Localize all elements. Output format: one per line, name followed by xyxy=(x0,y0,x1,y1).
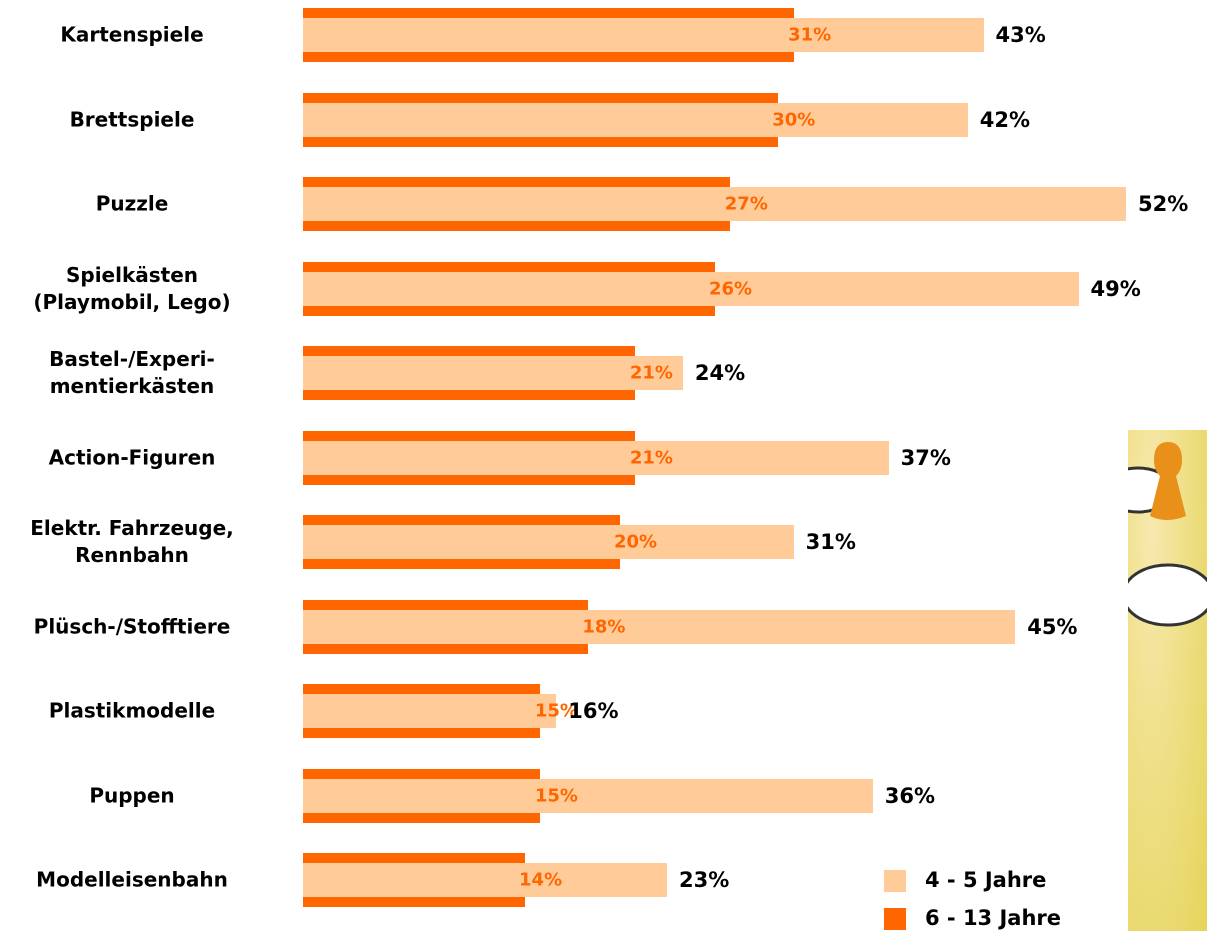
value-label: 21% xyxy=(629,362,673,384)
value-label: 45% xyxy=(1027,614,1078,639)
value-label: 23% xyxy=(679,868,730,892)
category-label: Puppen xyxy=(89,783,175,807)
value-label: 43% xyxy=(995,23,1046,47)
category-label: Plastikmodelle xyxy=(48,698,216,723)
value-label: 30% xyxy=(772,109,816,130)
category-label: Action-Figuren xyxy=(48,445,216,469)
category-label: Spielkästen (Playmobil, Lego) xyxy=(33,262,231,314)
bar xyxy=(303,271,1079,306)
bar xyxy=(303,440,889,475)
decorative-photo xyxy=(1101,430,1207,931)
value-label: 49% xyxy=(1090,276,1141,301)
category-label: Plüsch-/Stofftiere xyxy=(33,614,231,638)
category-label: Kartenspiele xyxy=(60,22,204,47)
legend-swatch xyxy=(884,870,906,892)
category-label: Bastel-/Experi- mentierkästen xyxy=(49,347,215,398)
value-label: 31% xyxy=(788,24,832,46)
value-label: 26% xyxy=(708,278,753,299)
category-label: Modelleisenbahn xyxy=(36,867,228,892)
bar xyxy=(303,187,1126,221)
value-label: 15% xyxy=(534,785,578,806)
value-label: 14% xyxy=(519,869,563,891)
bar xyxy=(303,778,873,813)
value-label: 42% xyxy=(979,107,1030,132)
value-label: 18% xyxy=(582,616,626,637)
legend-label: 6 - 13 Jahre xyxy=(925,906,1062,930)
category-label: Elektr. Fahrzeuge, Rennbahn xyxy=(30,516,234,567)
value-label: 37% xyxy=(900,445,951,470)
value-label: 24% xyxy=(694,361,746,385)
value-label: 16% xyxy=(568,699,619,723)
category-label: Brettspiele xyxy=(69,107,195,131)
game-piece xyxy=(1150,442,1186,520)
value-label: 21% xyxy=(629,447,673,468)
legend-label: 4 - 5 Jahre xyxy=(925,868,1047,892)
value-label: 52% xyxy=(1138,192,1189,216)
value-label: 27% xyxy=(724,193,768,215)
bar xyxy=(303,102,968,137)
game-field xyxy=(1121,563,1207,627)
bar xyxy=(303,863,668,897)
bar xyxy=(303,694,557,728)
value-label: 36% xyxy=(884,783,936,808)
value-label: 20% xyxy=(613,531,658,553)
value-label: 31% xyxy=(805,530,856,554)
legend-swatch xyxy=(884,908,906,930)
bar xyxy=(303,525,794,559)
bar xyxy=(303,609,1016,644)
category-label: Puzzle xyxy=(95,191,169,216)
value-label: 15% xyxy=(534,700,578,722)
bar xyxy=(303,18,984,52)
bar xyxy=(303,356,683,390)
photo-art xyxy=(1101,442,1207,627)
